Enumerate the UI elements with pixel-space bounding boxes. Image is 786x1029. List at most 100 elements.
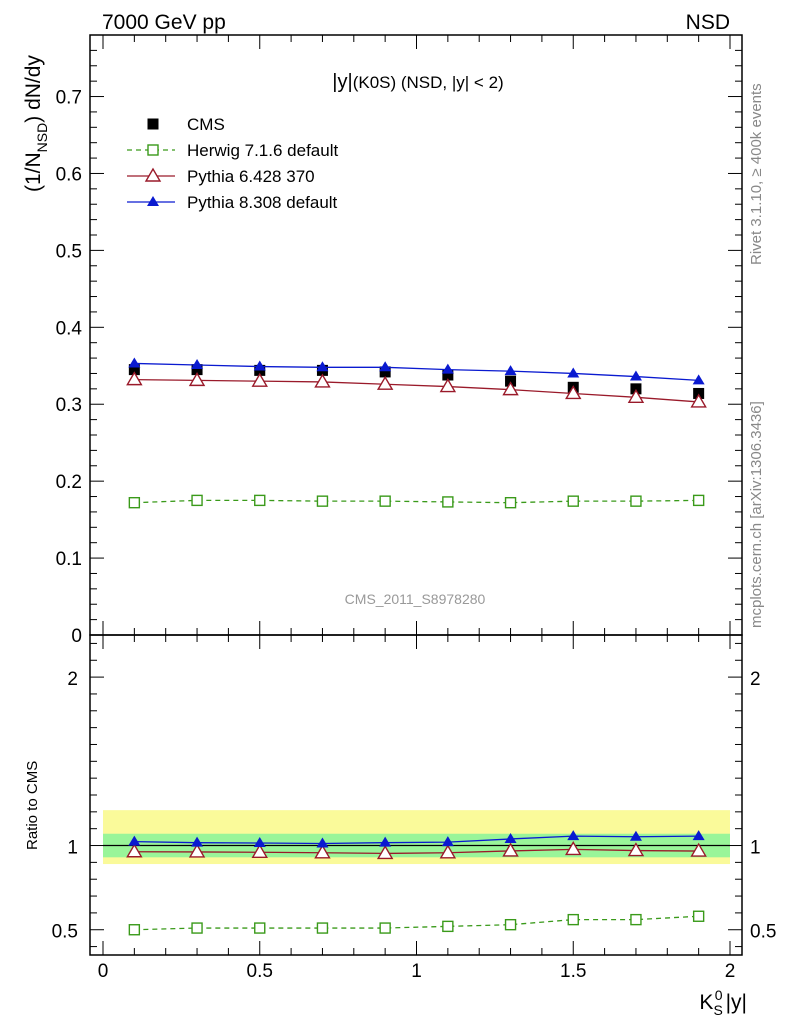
data-point (504, 365, 517, 376)
ratio-data-point (439, 844, 457, 859)
x-axis-label: KS0 |y| (699, 987, 747, 1018)
x-tick-label: 2 (725, 961, 736, 982)
main-y-tick-label: 0.3 (56, 395, 82, 416)
series-line (134, 499, 699, 504)
ratio-data-point (692, 910, 705, 922)
ratio-data-point (629, 830, 642, 841)
ratio-y-tick-label: 2 (67, 669, 78, 690)
data-point (441, 363, 454, 374)
main-y-tick-label: 0.2 (56, 472, 82, 493)
legend-marker (147, 118, 159, 130)
ratio-data-point (504, 918, 517, 931)
series-line (134, 378, 699, 403)
legend-entry-pythia-6-428-370: Pythia 6.428 370 (127, 167, 315, 186)
data-point (502, 381, 519, 396)
data-point (442, 369, 454, 381)
ratio-y-axis-label: Ratio to CMS (24, 761, 41, 850)
data-point (314, 373, 331, 388)
ratio-data-point (441, 836, 454, 847)
ratio-y-tick-label: 0.5 (52, 922, 78, 943)
ratio-y-tick-label-right: 0.5 (750, 922, 776, 943)
data-point (630, 383, 642, 395)
main-series-group (126, 357, 707, 509)
analysis-id: CMS_2011_S8978280 (345, 591, 486, 607)
ratio-data-point (692, 830, 705, 841)
energy-label: 7000 GeV pp (102, 11, 226, 34)
main-y-tick-label: 0 (71, 626, 82, 647)
data-point (128, 496, 141, 509)
ratio-y-tick-label-right: 1 (750, 838, 761, 859)
x-tick-label: 0 (98, 961, 109, 982)
ratio-data-point (126, 843, 143, 858)
ratio-data-point (376, 845, 394, 860)
data-point (439, 378, 457, 393)
ratio-series-line (134, 848, 699, 855)
ratio-data-point (567, 913, 579, 926)
legend-entry-pythia-8-308-default: Pythia 8.308 default (127, 193, 338, 212)
x-tick-label: 0.5 (247, 961, 273, 982)
data-point (629, 370, 642, 381)
data-point (128, 364, 140, 376)
ratio-data-point (565, 841, 582, 856)
series-cms (128, 364, 705, 399)
data-point (627, 388, 645, 404)
ratio-series-pythia-6-428-370 (126, 841, 707, 860)
ratio-data-point (314, 844, 331, 859)
ratio-data-point (316, 922, 329, 934)
main-y-axis-label: (1/NNSD) dN/dy (22, 55, 50, 192)
ratio-data-point (254, 922, 266, 934)
legend-label: Pythia 8.308 default (187, 193, 338, 212)
plot-title: |y|(K0S) (NSD, |y| < 2) (332, 71, 503, 93)
data-point (376, 375, 394, 390)
ratio-data-point (191, 836, 204, 847)
ratio-data-point (128, 924, 141, 936)
ratio-series-herwig-7-1-6-default (128, 910, 705, 936)
data-point (504, 496, 517, 509)
legend-entry-herwig-7-1-6-default: Herwig 7.1.6 default (127, 141, 338, 160)
legend-marker (147, 196, 159, 206)
series-pythia-6-428-370 (126, 371, 707, 408)
ratio-series-line (134, 835, 699, 845)
data-point (630, 495, 642, 507)
data-point (379, 495, 391, 507)
data-point (693, 387, 705, 399)
ratio-y-tick-label: 1 (67, 838, 78, 859)
legend-marker (144, 167, 162, 182)
x-tick-label: 1 (411, 961, 422, 982)
data-point (128, 357, 141, 368)
ratio-y-tick-label-right: 2 (750, 669, 761, 690)
ratio-data-point (504, 832, 517, 843)
ratio-data-point (630, 913, 642, 926)
main-y-tick-label: 0.1 (56, 549, 82, 570)
legend: CMS Herwig 7.1.6 default Pythia 6.428 370 P… (127, 115, 338, 212)
main-y-tick-label: 0.6 (56, 164, 82, 185)
data-point (254, 494, 266, 507)
data-point (316, 361, 329, 372)
x-tick-label: 1.5 (560, 961, 586, 982)
data-point (191, 359, 204, 369)
ratio-data-point (253, 837, 266, 847)
ratio-data-point (251, 843, 268, 858)
main-panel: |y|(K0S) (NSD, |y| < 2) CMS_2011_S897828… (332, 71, 503, 607)
data-point (316, 495, 329, 507)
ratio-data-point (379, 836, 392, 847)
ratio-data-point (191, 922, 203, 934)
data-point (567, 367, 580, 378)
legend-entry-cms: CMS (147, 115, 225, 134)
legend-marker (147, 144, 159, 156)
data-point (565, 385, 582, 400)
data-point (692, 374, 705, 385)
ratio-frame (89, 634, 743, 956)
data-point (567, 495, 579, 507)
main-y-tick-label: 0.4 (56, 318, 83, 339)
data-point (505, 375, 517, 387)
ratio-data-point (128, 835, 141, 846)
legend-label: Herwig 7.1.6 default (187, 141, 338, 160)
legend-label: Pythia 6.428 370 (187, 167, 315, 186)
rivet-label: Rivet 3.1.10, ≥ 400k events (748, 83, 765, 265)
ratio-data-point (627, 842, 645, 857)
data-point (191, 494, 203, 507)
ratio-data-point (690, 842, 707, 857)
ratio-series-group (126, 830, 707, 936)
